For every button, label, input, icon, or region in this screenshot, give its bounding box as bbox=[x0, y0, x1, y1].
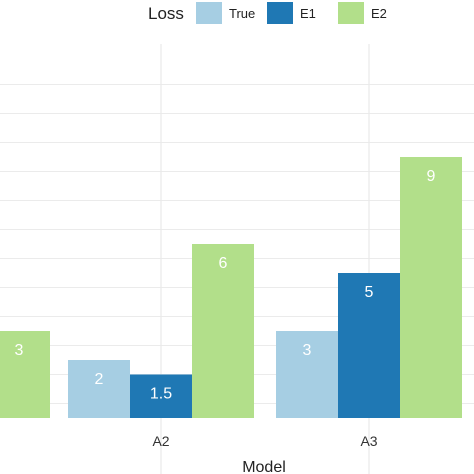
bar-e2-a3 bbox=[400, 157, 462, 418]
x-tick-a3: A3 bbox=[360, 433, 377, 449]
legend-label-e1: E1 bbox=[300, 6, 316, 21]
bar-true-a3 bbox=[276, 331, 338, 418]
bar-labels: 2 3 1.5 5 3 6 9 bbox=[15, 168, 436, 403]
x-tick-labels: A2 A3 bbox=[152, 433, 377, 449]
bar-label-e2-a2: 6 bbox=[219, 255, 228, 272]
legend-key-e1 bbox=[267, 2, 293, 24]
x-axis-title: Model bbox=[242, 459, 286, 474]
bar-label-e1-a3: 5 bbox=[365, 284, 374, 301]
bar-e2-a1 bbox=[0, 331, 50, 418]
bar-label-true-a3: 3 bbox=[303, 342, 312, 359]
bar-e1-a3 bbox=[338, 273, 400, 418]
bar-label-e2-a3: 9 bbox=[427, 168, 436, 185]
legend-items: True E1 E2 bbox=[196, 2, 387, 24]
legend-label-true: True bbox=[229, 6, 255, 21]
legend-title: Loss bbox=[148, 4, 184, 23]
legend: Loss True E1 E2 bbox=[148, 2, 387, 24]
bar-label-e2-a1: 3 bbox=[15, 342, 24, 359]
legend-key-e2 bbox=[338, 2, 364, 24]
bars bbox=[0, 157, 462, 418]
bar-e1-a2 bbox=[130, 374, 192, 418]
bar-e2-a2 bbox=[192, 244, 254, 418]
bar-true-a2 bbox=[68, 360, 130, 418]
legend-key-true bbox=[196, 2, 222, 24]
bar-label-e1-a2: 1.5 bbox=[150, 386, 172, 403]
legend-label-e2: E2 bbox=[371, 6, 387, 21]
x-tick-a2: A2 bbox=[152, 433, 169, 449]
bar-label-true-a2: 2 bbox=[95, 371, 104, 388]
